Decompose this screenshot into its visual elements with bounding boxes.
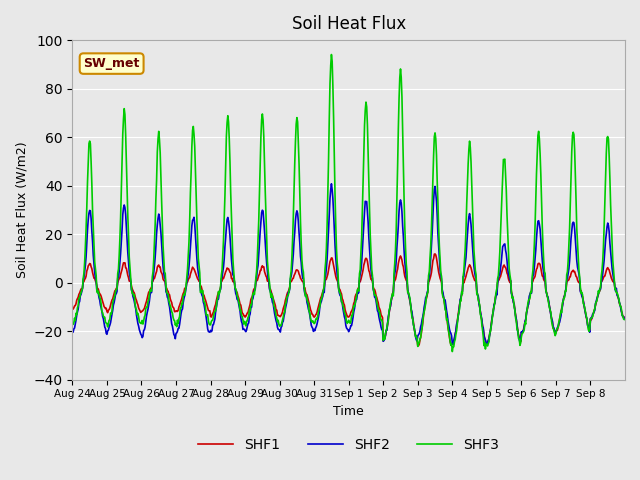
SHF2 xyxy=(328,181,335,187)
SHF1 xyxy=(283,292,291,298)
Title: Soil Heat Flux: Soil Heat Flux xyxy=(292,15,406,33)
SHF3 xyxy=(406,295,413,300)
SHF1 xyxy=(431,251,439,257)
SHF3 xyxy=(133,312,141,317)
SHF2 xyxy=(437,272,445,277)
SHF1 xyxy=(438,279,445,285)
Line: SHF2: SHF2 xyxy=(72,184,624,345)
X-axis label: Time: Time xyxy=(333,405,364,418)
SHF2 xyxy=(262,251,270,256)
SHF3 xyxy=(437,270,445,276)
SHF1 xyxy=(405,295,413,300)
SHF2 xyxy=(620,316,628,322)
SHF1 xyxy=(262,273,270,279)
SHF3 xyxy=(449,348,456,354)
Line: SHF1: SHF1 xyxy=(72,254,624,346)
SHF2 xyxy=(133,316,141,322)
SHF2 xyxy=(449,342,457,348)
SHF1 xyxy=(414,343,422,348)
SHF3 xyxy=(328,52,335,58)
SHF2 xyxy=(283,299,291,305)
SHF3 xyxy=(68,321,76,327)
SHF3 xyxy=(262,213,270,219)
SHF1 xyxy=(620,314,628,320)
Text: SW_met: SW_met xyxy=(83,57,140,70)
Y-axis label: Soil Heat Flux (W/m2): Soil Heat Flux (W/m2) xyxy=(15,142,28,278)
SHF3 xyxy=(235,299,243,304)
SHF3 xyxy=(620,317,628,323)
SHF2 xyxy=(406,297,413,302)
SHF1 xyxy=(235,295,243,301)
Line: SHF3: SHF3 xyxy=(72,55,624,351)
Legend: SHF1, SHF2, SHF3: SHF1, SHF2, SHF3 xyxy=(193,432,505,457)
SHF2 xyxy=(235,300,243,306)
SHF1 xyxy=(133,300,141,306)
SHF3 xyxy=(283,295,291,300)
SHF2 xyxy=(68,327,76,333)
SHF1 xyxy=(68,306,76,312)
